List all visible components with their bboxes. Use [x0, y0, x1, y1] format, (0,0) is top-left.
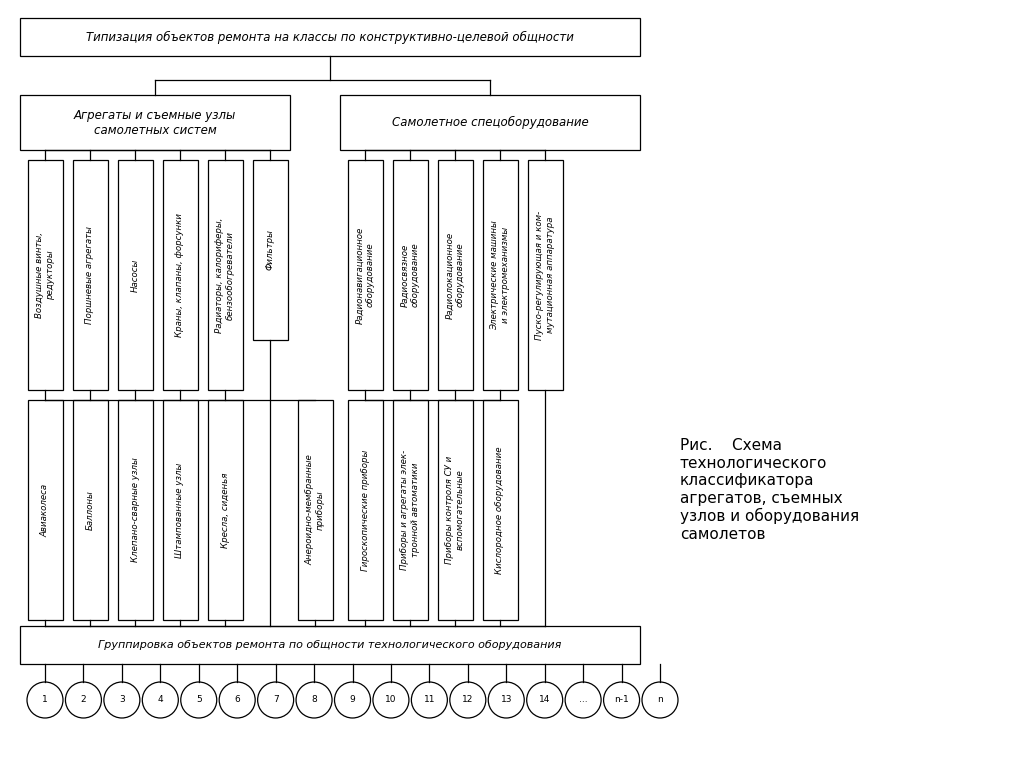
Bar: [163, 400, 198, 620]
Bar: [163, 160, 198, 390]
Text: Фильтры: Фильтры: [265, 229, 274, 271]
Bar: [253, 160, 288, 340]
Bar: [437, 160, 472, 390]
Text: Радиаторы, калориферы,
бензообогреватели: Радиаторы, калориферы, бензообогреватели: [215, 217, 234, 333]
Text: Приборы контроля СУ и
вспомогательные: Приборы контроля СУ и вспомогательные: [445, 456, 465, 564]
Text: Краны, клапаны, форсунки: Краны, клапаны, форсунки: [175, 213, 184, 337]
Text: 5: 5: [196, 696, 202, 705]
Text: 10: 10: [385, 696, 396, 705]
Bar: [527, 160, 562, 390]
Text: 11: 11: [424, 696, 435, 705]
Text: 12: 12: [462, 696, 473, 705]
Text: Приборы и агрегаты элек-
тронной автоматики: Приборы и агрегаты элек- тронной автомат…: [400, 450, 420, 570]
Bar: [118, 160, 153, 390]
Bar: [340, 95, 640, 150]
Text: Группировка объектов ремонта по общности технологического оборудования: Группировка объектов ремонта по общности…: [98, 640, 562, 650]
Text: Радиолокационное
оборудование: Радиолокационное оборудование: [445, 232, 465, 318]
Text: 8: 8: [311, 696, 317, 705]
Text: Анероидно-мембранные
приборы: Анероидно-мембранные приборы: [305, 455, 325, 565]
Bar: [20, 95, 290, 150]
Text: 7: 7: [272, 696, 279, 705]
Text: 2: 2: [81, 696, 86, 705]
Text: Насосы: Насосы: [130, 258, 139, 291]
Text: 6: 6: [234, 696, 240, 705]
Bar: [73, 400, 108, 620]
Text: 13: 13: [501, 696, 512, 705]
Text: Авиаколеса: Авиаколеса: [41, 483, 49, 537]
Text: ...: ...: [579, 696, 588, 705]
Text: Воздушные винты,
редукторы: Воздушные винты, редукторы: [35, 232, 54, 318]
Text: 3: 3: [119, 696, 125, 705]
Bar: [347, 160, 383, 390]
Bar: [73, 160, 108, 390]
Text: n-1: n-1: [614, 696, 629, 705]
Text: Кислородное оборудование: Кислородное оборудование: [496, 446, 505, 574]
Text: Пуско-регулирующая и ком-
мутационная аппаратура: Пуско-регулирующая и ком- мутационная ап…: [536, 210, 555, 340]
Text: 14: 14: [539, 696, 550, 705]
Text: Радиосвязное
оборудование: Радиосвязное оборудование: [400, 242, 420, 308]
Bar: [28, 160, 62, 390]
Text: Баллоны: Баллоны: [85, 490, 94, 530]
Text: Электрические машины
и электромеханизмы: Электрические машины и электромеханизмы: [490, 220, 510, 330]
Text: 1: 1: [42, 696, 48, 705]
Bar: [20, 18, 640, 56]
Text: 4: 4: [158, 696, 163, 705]
Bar: [208, 160, 243, 390]
Bar: [20, 626, 640, 664]
Bar: [347, 400, 383, 620]
Bar: [118, 400, 153, 620]
Text: Кресла, сиденья: Кресла, сиденья: [220, 472, 229, 548]
Text: Рис.    Схема
технологического
классификатора
агрегатов, съемных
узлов и оборудо: Рис. Схема технологического классификато…: [680, 438, 859, 542]
Text: Агрегаты и съемные узлы
самолетных систем: Агрегаты и съемные узлы самолетных систе…: [74, 108, 237, 137]
Text: n: n: [657, 696, 663, 705]
Bar: [28, 400, 62, 620]
Text: Клепано-сварные узлы: Клепано-сварные узлы: [130, 458, 139, 562]
Text: Самолетное спецоборудование: Самолетное спецоборудование: [391, 116, 589, 129]
Text: Радионавигационное
оборудование: Радионавигационное оборудование: [355, 226, 375, 324]
Text: Поршневые агрегаты: Поршневые агрегаты: [85, 226, 94, 324]
Text: 9: 9: [349, 696, 355, 705]
Bar: [392, 400, 427, 620]
Bar: [392, 160, 427, 390]
Bar: [437, 400, 472, 620]
Text: Гироскопические приборы: Гироскопические приборы: [360, 449, 370, 571]
Bar: [208, 400, 243, 620]
Bar: [298, 400, 333, 620]
Text: Штампованные узлы: Штампованные узлы: [175, 463, 184, 558]
Bar: [482, 160, 517, 390]
Bar: [482, 400, 517, 620]
Text: Типизация объектов ремонта на классы по конструктивно-целевой общности: Типизация объектов ремонта на классы по …: [86, 31, 573, 44]
